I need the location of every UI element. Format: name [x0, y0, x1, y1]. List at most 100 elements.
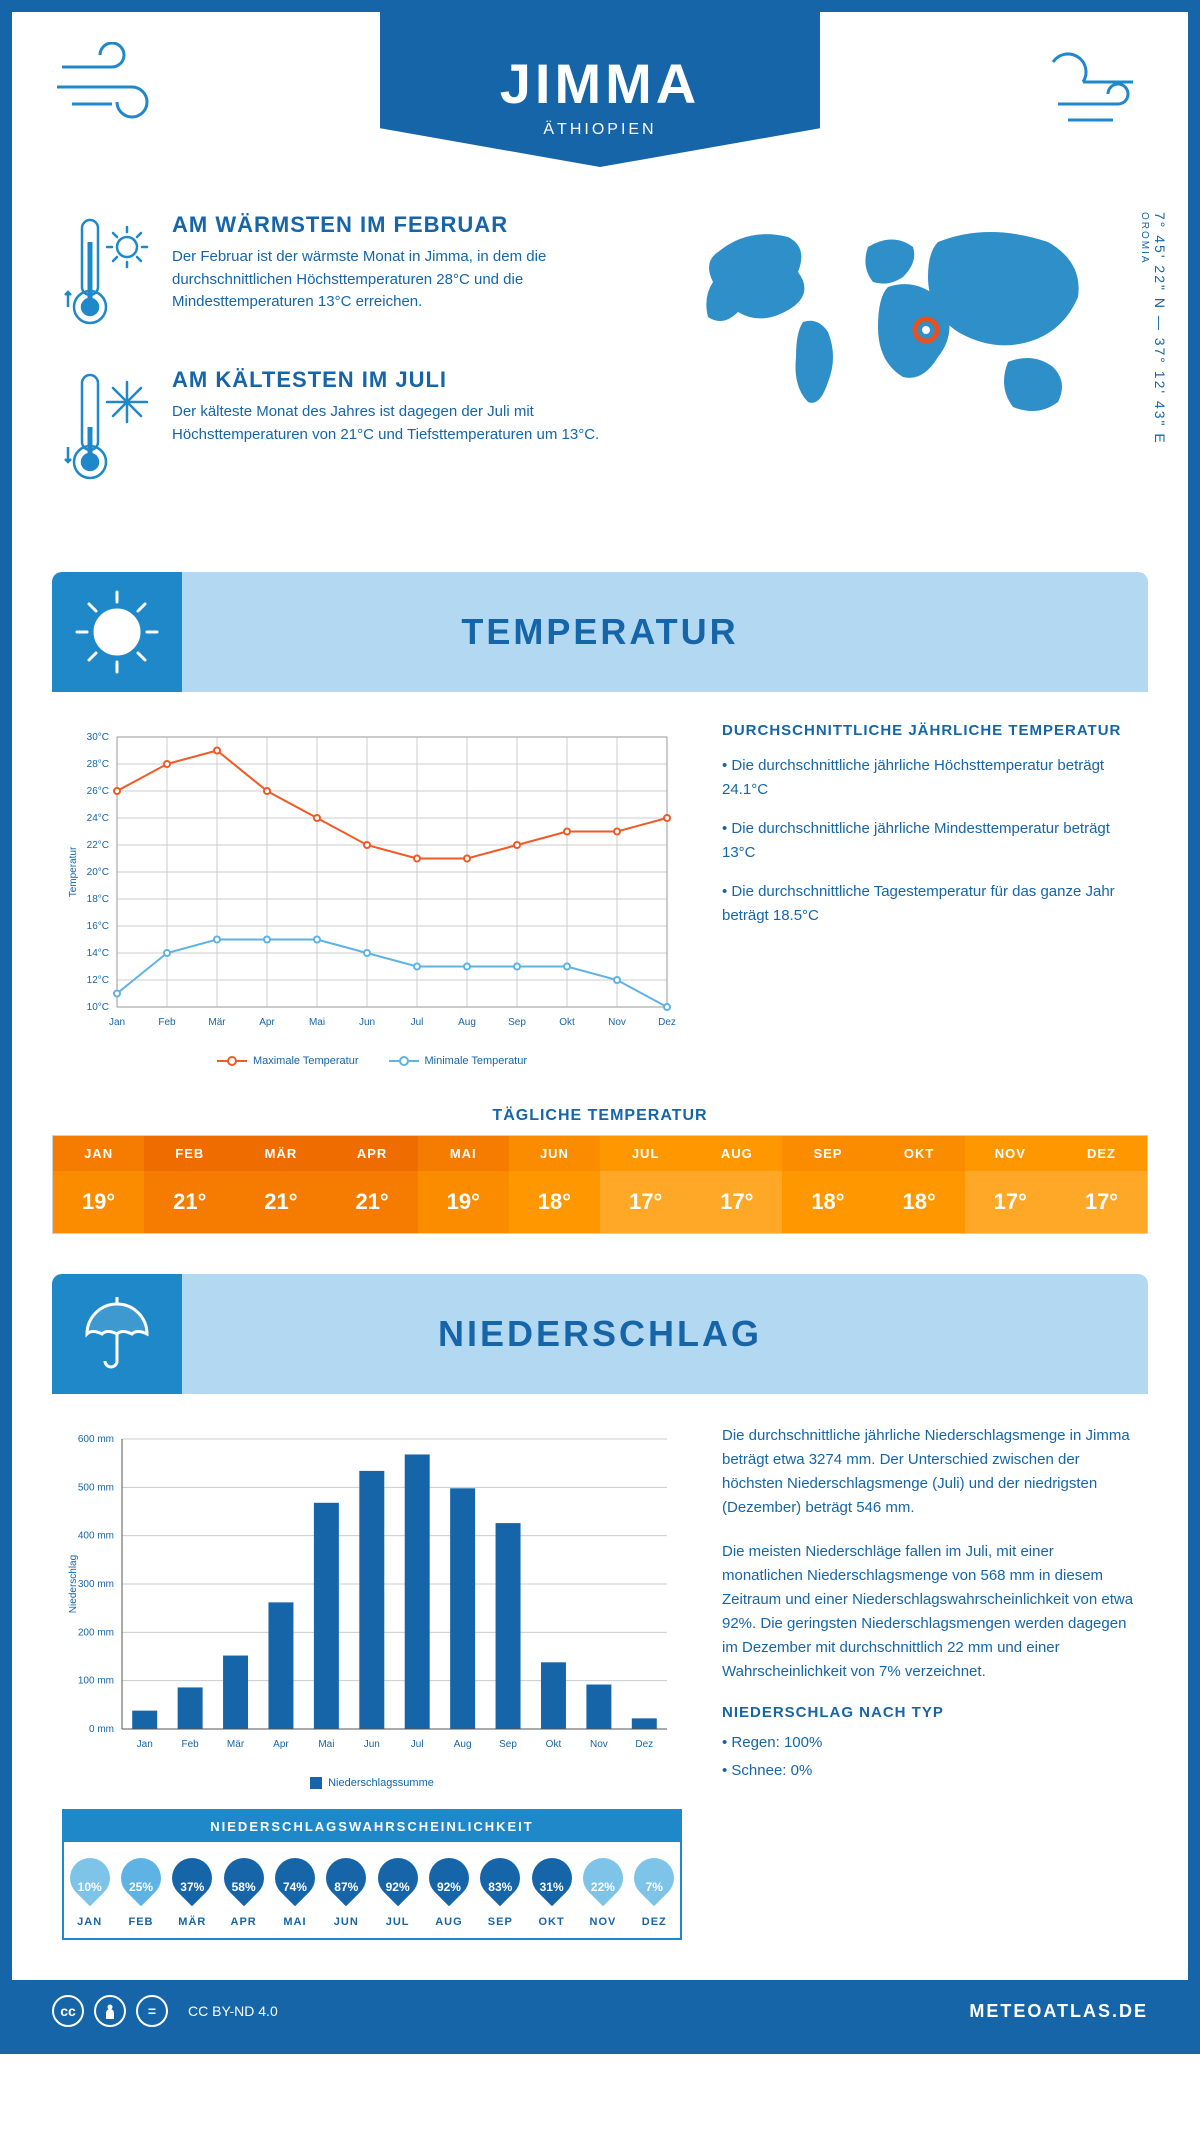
probability-cell: 25%FEB: [115, 1842, 166, 1938]
climate-summary: AM WÄRMSTEN IM FEBRUAR Der Februar ist d…: [12, 212, 1188, 552]
svg-text:Feb: Feb: [158, 1017, 176, 1028]
daily-col: JAN19°: [53, 1136, 144, 1233]
svg-text:Dez: Dez: [658, 1017, 676, 1028]
coordinates: 7° 45' 22" N — 37° 12' 43" E: [1152, 212, 1168, 445]
daily-col: DEZ17°: [1056, 1136, 1147, 1233]
svg-text:600 mm: 600 mm: [78, 1434, 114, 1445]
daily-temp-table: JAN19°FEB21°MÄR21°APR21°MAI19°JUN18°JUL1…: [52, 1135, 1148, 1234]
umbrella-icon: [52, 1274, 182, 1394]
coldest-text: Der kälteste Monat des Jahres ist dagege…: [172, 401, 658, 446]
coldest-heading: AM KÄLTESTEN IM JULI: [172, 367, 658, 393]
temp-bullet: • Die durchschnittliche jährliche Höchst…: [722, 754, 1138, 802]
temp-info-heading: DURCHSCHNITTLICHE JÄHRLICHE TEMPERATUR: [722, 722, 1138, 739]
svg-text:22°C: 22°C: [87, 840, 109, 851]
svg-text:Mär: Mär: [227, 1739, 245, 1750]
daily-col: MÄR21°: [235, 1136, 326, 1233]
svg-text:30°C: 30°C: [87, 732, 109, 743]
svg-text:Temperatur: Temperatur: [68, 846, 79, 897]
warmest-text: Der Februar ist der wärmste Monat in Jim…: [172, 246, 658, 314]
sun-icon: [52, 572, 182, 692]
precipitation-banner: NIEDERSCHLAG: [52, 1274, 1148, 1394]
svg-text:28°C: 28°C: [87, 759, 109, 770]
svg-text:18°C: 18°C: [87, 894, 109, 905]
svg-text:14°C: 14°C: [87, 948, 109, 959]
nd-icon: =: [136, 1995, 168, 2027]
svg-text:24°C: 24°C: [87, 813, 109, 824]
temp-bullet: • Die durchschnittliche jährliche Mindes…: [722, 817, 1138, 865]
probability-cell: 37%MÄR: [167, 1842, 218, 1938]
probability-cell: 83%SEP: [475, 1842, 526, 1938]
svg-text:Aug: Aug: [458, 1017, 476, 1028]
thermometer-hot-icon: [62, 212, 152, 337]
svg-text:Apr: Apr: [273, 1739, 289, 1750]
svg-text:16°C: 16°C: [87, 921, 109, 932]
svg-text:500 mm: 500 mm: [78, 1482, 114, 1493]
svg-text:Dez: Dez: [635, 1739, 653, 1750]
precipitation-chart: 0 mm100 mm200 mm300 mm400 mm500 mm600 mm…: [62, 1424, 682, 1789]
probability-cell: 92%JUL: [372, 1842, 423, 1938]
svg-text:0 mm: 0 mm: [89, 1724, 114, 1735]
temp-bullet: • Die durchschnittliche Tagestemperatur …: [722, 880, 1138, 928]
probability-cell: 58%APR: [218, 1842, 269, 1938]
probability-cell: 74%MAI: [269, 1842, 320, 1938]
svg-text:Jun: Jun: [359, 1017, 375, 1028]
by-icon: [94, 1995, 126, 2027]
title-banner: JIMMA ÄTHIOPIEN: [380, 12, 820, 167]
svg-text:Sep: Sep: [508, 1017, 526, 1028]
temperature-title: TEMPERATUR: [182, 611, 1148, 653]
precip-legend: Niederschlagssumme: [328, 1777, 434, 1789]
daily-col: NOV17°: [965, 1136, 1056, 1233]
precip-para: Die durchschnittliche jährliche Niedersc…: [722, 1424, 1138, 1520]
legend-max: Maximale Temperatur: [253, 1055, 359, 1067]
svg-text:Mär: Mär: [208, 1017, 226, 1028]
precipitation-title: NIEDERSCHLAG: [182, 1313, 1148, 1355]
svg-text:12°C: 12°C: [87, 975, 109, 986]
svg-text:Nov: Nov: [590, 1739, 608, 1750]
daily-col: JUN18°: [509, 1136, 600, 1233]
probability-table: NIEDERSCHLAGSWAHRSCHEINLICHKEIT 10%JAN25…: [62, 1809, 682, 1940]
temperature-info: DURCHSCHNITTLICHE JÄHRLICHE TEMPERATUR •…: [722, 722, 1138, 1067]
precipitation-info: Die durchschnittliche jährliche Niedersc…: [722, 1424, 1138, 1940]
temperature-chart: 10°C 12°C 14°C 16°C 18°C 20°C 22°C 24°C 26°C 28°C…: [62, 722, 682, 1067]
svg-text:100 mm: 100 mm: [78, 1676, 114, 1687]
probability-cell: 31%OKT: [526, 1842, 577, 1938]
country-subtitle: ÄTHIOPIEN: [543, 121, 656, 139]
svg-text:20°C: 20°C: [87, 867, 109, 878]
warmest-block: AM WÄRMSTEN IM FEBRUAR Der Februar ist d…: [62, 212, 658, 337]
svg-text:Aug: Aug: [454, 1739, 472, 1750]
cc-icon: cc: [52, 1995, 84, 2027]
precip-type-heading: NIEDERSCHLAG NACH TYP: [722, 1704, 1138, 1721]
daily-temp-title: TÄGLICHE TEMPERATUR: [12, 1107, 1188, 1125]
svg-text:Jan: Jan: [109, 1017, 125, 1028]
svg-text:Jun: Jun: [364, 1739, 380, 1750]
daily-col: SEP18°: [782, 1136, 873, 1233]
probability-cell: 92%AUG: [423, 1842, 474, 1938]
license-text: CC BY-ND 4.0: [188, 2003, 278, 2019]
svg-text:26°C: 26°C: [87, 786, 109, 797]
coldest-block: AM KÄLTESTEN IM JULI Der kälteste Monat …: [62, 367, 658, 492]
svg-text:300 mm: 300 mm: [78, 1579, 114, 1590]
daily-col: FEB21°: [144, 1136, 235, 1233]
footer: cc = CC BY-ND 4.0 METEOATLAS.DE: [12, 1980, 1188, 2042]
svg-text:Niederschlag: Niederschlag: [68, 1555, 79, 1613]
precip-bullet: • Regen: 100%: [722, 1731, 1138, 1755]
svg-text:Jul: Jul: [411, 1017, 424, 1028]
svg-text:Mai: Mai: [309, 1017, 325, 1028]
temperature-banner: TEMPERATUR: [52, 572, 1148, 692]
probability-cell: 22%NOV: [577, 1842, 628, 1938]
warmest-heading: AM WÄRMSTEN IM FEBRUAR: [172, 212, 658, 238]
daily-col: JUL17°: [600, 1136, 691, 1233]
thermometer-cold-icon: [62, 367, 152, 492]
header: JIMMA ÄTHIOPIEN: [12, 12, 1188, 212]
svg-text:Feb: Feb: [182, 1739, 200, 1750]
svg-text:10°C: 10°C: [87, 1002, 109, 1013]
region-label: OROMIA: [1139, 212, 1150, 265]
svg-text:Sep: Sep: [499, 1739, 517, 1750]
probability-cell: 87%JUN: [321, 1842, 372, 1938]
svg-text:Jul: Jul: [411, 1739, 424, 1750]
daily-col: AUG17°: [691, 1136, 782, 1233]
world-map: OROMIA 7° 45' 22" N — 37° 12' 43" E: [688, 212, 1138, 522]
legend-min: Minimale Temperatur: [425, 1055, 528, 1067]
probability-cell: 7%DEZ: [629, 1842, 680, 1938]
probability-cell: 10%JAN: [64, 1842, 115, 1938]
